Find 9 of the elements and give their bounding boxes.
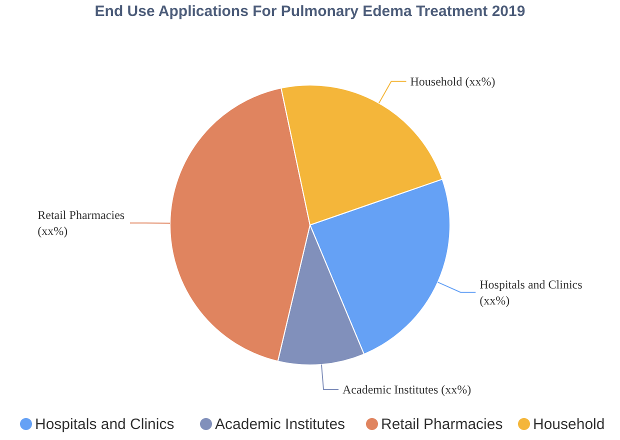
text: Academic Institutes (xx%): [342, 382, 472, 396]
legend-label: Academic Institutes: [215, 416, 346, 433]
text: Household (xx%): [410, 74, 496, 88]
text: Retail Pharmacies (xx%): [38, 208, 125, 238]
text: Hospitals and Clinics (xx%): [480, 277, 583, 308]
legend-label: Household: [533, 416, 605, 433]
legend-label: Hospitals and Clinics: [35, 416, 174, 433]
chart-title: End Use Applications For Pulmonary Edema Treatment 2019: [94, 3, 526, 20]
legend-label: Retail Pharmacies: [381, 416, 503, 433]
